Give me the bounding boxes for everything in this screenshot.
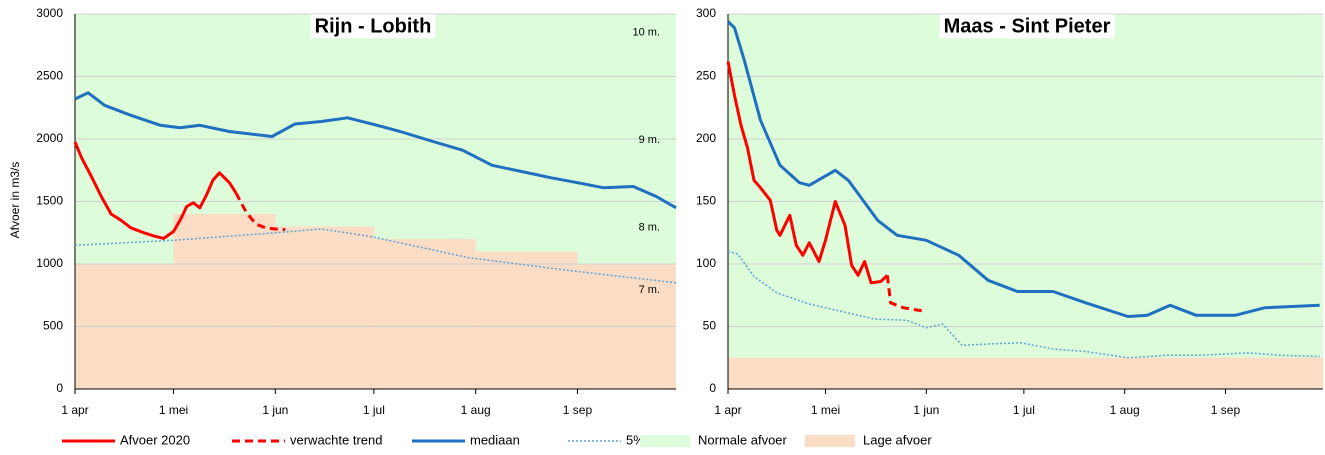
x-tick-label: 1 mei	[159, 403, 188, 417]
legend-label: mediaan	[470, 432, 520, 447]
x-tick-label: 1 sep	[563, 403, 593, 417]
legend-label: Lage afvoer	[863, 432, 932, 447]
y-tick-label: 250	[696, 69, 716, 83]
low-band	[475, 251, 578, 389]
x-tick-label: 1 aug	[1110, 403, 1140, 417]
annotation: 7 m.	[639, 284, 660, 296]
low-band	[275, 226, 374, 389]
y-tick-label: 2000	[36, 131, 63, 145]
y-tick-label: 50	[703, 319, 717, 333]
x-tick-label: 1 apr	[61, 403, 88, 417]
series-line	[234, 192, 286, 232]
x-tick-label: 1 aug	[461, 403, 491, 417]
x-tick-label: 1 jul	[363, 403, 385, 417]
x-tick-label: 1 jul	[1013, 403, 1035, 417]
low-band	[173, 214, 276, 389]
x-tick-label: 1 jun	[262, 403, 288, 417]
x-tick-label: 1 mei	[811, 403, 840, 417]
y-tick-label: 100	[696, 256, 716, 270]
series-line	[726, 61, 889, 285]
chart-title: Maas - Sint Pieter	[944, 15, 1111, 37]
series-line	[885, 275, 927, 313]
series-line	[726, 20, 1320, 318]
legend-label: Afvoer 2020	[120, 432, 190, 447]
y-tick-label: 0	[56, 381, 63, 395]
y-tick-label: 1000	[36, 256, 63, 270]
series-line	[74, 228, 677, 284]
low-band	[728, 357, 1323, 389]
legend-label: verwachte trend	[290, 432, 383, 447]
legend-swatch	[640, 435, 690, 447]
y-tick-label: 150	[696, 194, 716, 208]
chart-title: Rijn - Lobith	[315, 15, 432, 37]
series-line	[74, 91, 677, 210]
annotation: 8 m.	[639, 222, 660, 234]
annotation: 10 m.	[632, 27, 660, 39]
x-tick-label: 1 sep	[1211, 403, 1241, 417]
series-line	[73, 141, 238, 240]
title-box	[310, 14, 436, 39]
y-tick-label: 500	[43, 319, 63, 333]
title-box	[939, 14, 1115, 39]
y-tick-label: 2500	[36, 69, 63, 83]
y-tick-label: 300	[696, 6, 716, 20]
y-tick-label: 0	[709, 381, 716, 395]
y-tick-label: 1500	[36, 194, 63, 208]
annotation: 9 m.	[639, 134, 660, 146]
x-tick-label: 1 jun	[913, 403, 939, 417]
series-line	[727, 250, 1320, 359]
x-tick-label: 1 apr	[714, 403, 741, 417]
legend-label: Normale afvoer	[698, 432, 788, 447]
y-tick-label: 3000	[36, 6, 63, 20]
y-tick-label: 200	[696, 131, 716, 145]
low-band	[373, 239, 476, 389]
legend-swatch	[805, 435, 855, 447]
y-axis-title: Afvoer in m3/s	[8, 162, 22, 239]
